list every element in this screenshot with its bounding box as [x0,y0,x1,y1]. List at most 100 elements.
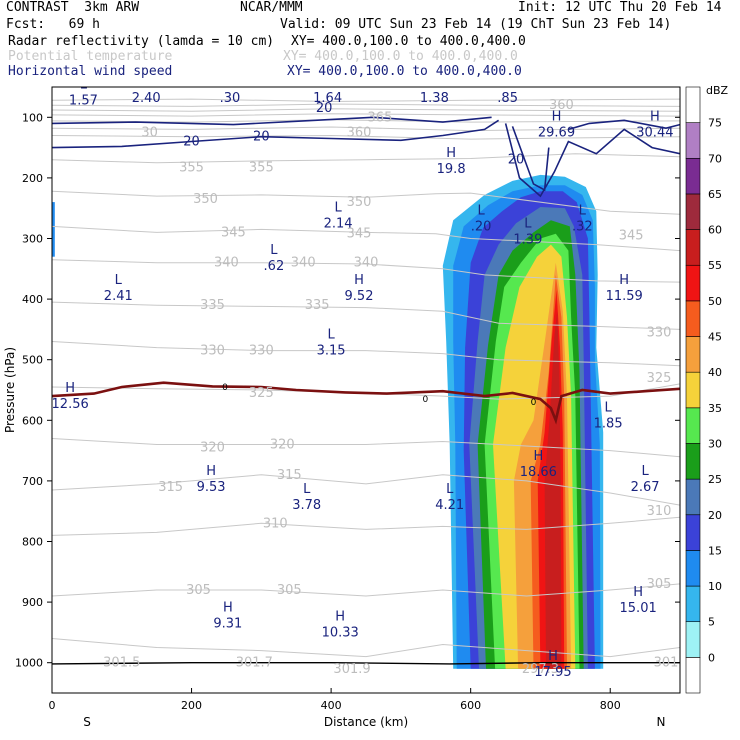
theta-label: 355 [179,161,204,176]
colorbar-tick-label: 10 [708,580,722,593]
x-tick-label: 0 [49,699,56,712]
wind-contour-5 [568,119,680,131]
extremum-type: L [324,75,332,90]
field-3-label: Horizontal wind speed [8,64,173,79]
extremum-value: 1.57 [69,93,98,108]
theta-label: 345 [347,227,372,242]
theta-label: 350 [193,192,218,207]
wind-label: 20 [253,130,270,145]
theta-contour-1 [52,153,680,164]
field-3-xy: XY= 400.0,100.0 to 400.0,400.0 [287,64,522,79]
wind-contours [52,116,680,198]
extremum-value: .32 [572,219,593,234]
theta-label: 305 [186,583,211,598]
theta-contour-18 [52,126,680,132]
extremum-H: H17.95 [534,649,571,680]
extremum-L: L1.85 [594,400,623,431]
y-tick-label: 100 [22,111,43,124]
extremum-type: H [533,449,543,464]
y-tick-label: 400 [22,293,43,306]
extremum-value: 2.67 [631,480,660,495]
colorbar-tick-label: 75 [708,117,722,130]
contour-labels: 355 355 350 350 345 345 345 340 340 340 335 335 330 3… [103,98,678,677]
colorbar-tick-label: 20 [708,509,722,522]
extremum-type: L [504,75,512,90]
extremum-value: 1.39 [513,233,542,248]
extremum-value: 10.33 [322,625,359,640]
extremum-H: H18.66 [520,449,557,480]
wind-label: 20 [316,101,333,116]
x-axis-title: Distance (km) [324,715,408,729]
freezing-label: 0 [531,398,537,408]
theta-label: 325 [249,386,274,401]
extremum-L: L.85 [497,75,518,106]
theta-label: 30 [141,125,158,140]
extremum-H: H11.59 [606,273,643,304]
theta-label: 301.7 [236,656,273,671]
field-2-xy: XY= 400.0,100.0 to 400.0,400.0 [283,49,518,64]
colorbar-swatch [685,264,701,302]
extremum-type: L [143,75,151,90]
extremum-L: L.30 [220,87,241,106]
extremum-type: L [334,200,342,215]
colorbar-tick-label: 60 [708,224,722,237]
colorbar-tick-label: 40 [708,366,722,379]
freezing-label: 0 [222,383,228,393]
field-1-xy: XY= 400.0,100.0 to 400.0,400.0 [291,34,526,49]
extremum-type: H [206,464,216,479]
extremum-value: 9.52 [345,289,374,304]
theta-label: 301.5 [103,656,140,671]
extremum-type: H [335,609,345,624]
theta-label: 305 [647,577,672,592]
plot-area: 355 355 350 350 345 345 345 340 340 340 335 335 330 3… [52,75,680,680]
extremum-value: 12.56 [52,397,89,412]
colorbar-swatch [685,621,701,658]
theta-contour-2 [52,190,680,215]
freezing-level [52,381,680,425]
extremum-value: 2.40 [132,91,161,106]
reflectivity-fill [52,174,604,669]
theta-contour-19 [52,134,680,140]
theta-contour-7 [52,383,680,400]
wind-label: 20 [508,153,525,168]
theta-contour-10 [52,516,680,536]
theta-contour-5 [52,301,680,330]
extremum-type: H [633,585,643,600]
y-tick-label: 900 [22,596,43,609]
extremum-L: L.32 [572,203,593,234]
y-tick-label: 600 [22,414,43,427]
y-tick-label: 800 [22,536,43,549]
extremum-type: L [303,482,311,497]
extremum-H: H9.53 [197,464,226,495]
theta-contours [52,98,680,658]
extremum-value: 9.53 [197,480,226,495]
theta-label: 330 [647,325,672,340]
wind-label: 20 [183,135,200,150]
extremum-value: 1.38 [420,91,449,106]
theta-label: 335 [305,298,330,313]
y-tick-label: 1000 [15,657,43,670]
theta-contour-4 [52,259,680,283]
colorbar-tick-label: 70 [708,152,722,165]
colorbar-swatch [685,122,701,159]
forecast-hour: Fcst: 69 h [6,17,100,32]
extremum-type: L [446,482,454,497]
theta-label: 315 [277,468,302,483]
reflectivity-55-dbz-area [544,311,562,669]
theta-label: 310 [263,516,288,531]
extremum-type: L [270,243,278,258]
colorbar-tick-label: 50 [708,295,722,308]
freezing-label: 0 [422,395,428,405]
theta-contour-8 [52,438,680,458]
theta-label: 350 [347,195,372,210]
x-tick-label: 200 [181,699,202,712]
extremum-value: 1.64 [313,91,342,106]
extremum-H: H19.8 [437,146,466,177]
extremum-L: L2.67 [631,464,660,495]
colorbar-tick-label: 25 [708,473,722,486]
wind-contour-2 [52,116,492,126]
extremum-L: L3.78 [292,482,321,513]
y-tick-label: 200 [22,172,43,185]
extremum-H: H9.52 [345,273,374,304]
